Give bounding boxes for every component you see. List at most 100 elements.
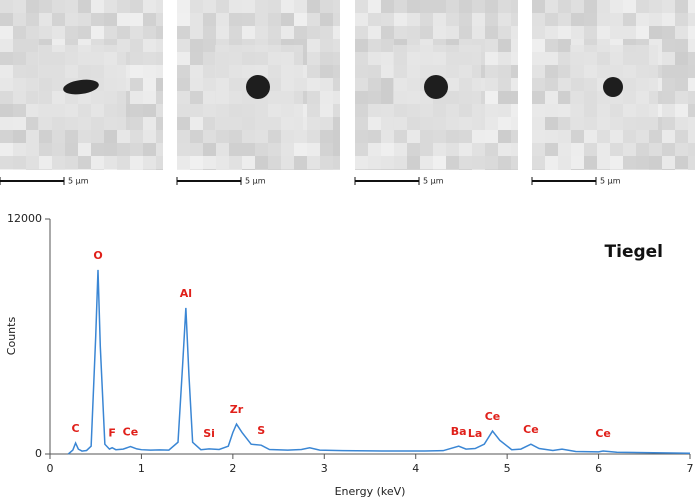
texture-tile — [26, 52, 39, 65]
texture-tile — [662, 143, 675, 156]
texture-tile — [13, 39, 26, 52]
texture-tile — [381, 143, 394, 156]
texture-tile — [394, 169, 407, 170]
texture-tile — [156, 0, 163, 13]
texture-tile — [65, 130, 78, 143]
texture-tile — [320, 39, 333, 52]
texture-tile — [558, 65, 571, 78]
texture-tile — [636, 156, 649, 169]
texture-tile — [597, 156, 610, 169]
texture-tile — [26, 65, 39, 78]
texture-tile — [662, 156, 675, 169]
texture-tile — [381, 130, 394, 143]
texture-tile — [104, 13, 117, 26]
texture-tile — [91, 26, 104, 39]
texture-tile — [333, 104, 340, 117]
texture-tile — [203, 39, 216, 52]
texture-tile — [13, 13, 26, 26]
texture-tile — [190, 39, 203, 52]
texture-tile — [0, 78, 13, 91]
texture-tile — [130, 117, 143, 130]
texture-tile — [203, 156, 216, 169]
texture-tile — [675, 156, 688, 169]
peak-label: F — [108, 427, 116, 440]
texture-tile — [26, 143, 39, 156]
texture-tile — [610, 130, 623, 143]
texture-tile — [532, 52, 545, 65]
texture-tile — [558, 26, 571, 39]
texture-tile — [420, 143, 433, 156]
peak-label: Al — [180, 287, 192, 300]
texture-tile — [511, 52, 518, 65]
texture-tile — [320, 13, 333, 26]
texture-tile — [39, 0, 52, 13]
texture-tile — [355, 0, 368, 13]
texture-tile — [649, 26, 662, 39]
texture-tile — [472, 26, 485, 39]
texture-tile — [355, 91, 368, 104]
texture-tile — [649, 156, 662, 169]
texture-tile — [649, 169, 662, 170]
texture-tile — [558, 78, 571, 91]
texture-tile — [268, 169, 281, 170]
texture-tile — [394, 130, 407, 143]
texture-tile — [675, 65, 688, 78]
texture-tile — [143, 91, 156, 104]
texture-tile — [65, 13, 78, 26]
texture-tile — [407, 156, 420, 169]
texture-tile — [130, 169, 143, 170]
peak-label: Ce — [523, 423, 539, 436]
texture-tile — [65, 26, 78, 39]
texture-tile — [532, 26, 545, 39]
texture-tile — [333, 156, 340, 169]
texture-tile — [381, 26, 394, 39]
texture-tile — [26, 117, 39, 130]
texture-tile — [216, 169, 229, 170]
texture-tile — [65, 0, 78, 13]
texture-tile — [143, 130, 156, 143]
texture-tile — [156, 52, 163, 65]
texture-tile — [143, 0, 156, 13]
texture-tile — [381, 156, 394, 169]
texture-tile — [688, 13, 695, 26]
texture-tile — [229, 156, 242, 169]
texture-tile — [368, 143, 381, 156]
texture-tile — [13, 130, 26, 143]
texture-tile — [13, 0, 26, 13]
texture-tile — [355, 169, 368, 170]
texture-tile — [446, 13, 459, 26]
texture-tile — [268, 0, 281, 13]
scale-label: 5 µm — [245, 177, 266, 186]
texture-tile — [130, 39, 143, 52]
texture-tile — [320, 65, 333, 78]
texture-tile — [52, 143, 65, 156]
texture-tile — [307, 26, 320, 39]
texture-tile — [91, 169, 104, 170]
texture-tile — [177, 78, 190, 91]
texture-tile — [459, 156, 472, 169]
texture-tile — [91, 130, 104, 143]
texture-tile — [307, 91, 320, 104]
texture-tile — [545, 65, 558, 78]
texture-tile — [485, 104, 498, 117]
texture-tile — [294, 143, 307, 156]
peak-label: Si — [203, 427, 215, 440]
texture-tile — [394, 26, 407, 39]
texture-tile — [203, 65, 216, 78]
texture-tile — [558, 91, 571, 104]
texture-tile — [242, 156, 255, 169]
texture-tile — [242, 0, 255, 13]
texture-tile — [268, 26, 281, 39]
texture-tile — [511, 117, 518, 130]
texture-tile — [255, 13, 268, 26]
texture-tile — [143, 13, 156, 26]
texture-tile — [307, 143, 320, 156]
texture-tile — [610, 156, 623, 169]
texture-tile — [26, 104, 39, 117]
texture-tile — [26, 26, 39, 39]
texture-tile — [498, 52, 511, 65]
texture-tile — [584, 169, 597, 170]
texture-tile — [368, 65, 381, 78]
texture-tile — [381, 117, 394, 130]
texture-tile — [420, 13, 433, 26]
